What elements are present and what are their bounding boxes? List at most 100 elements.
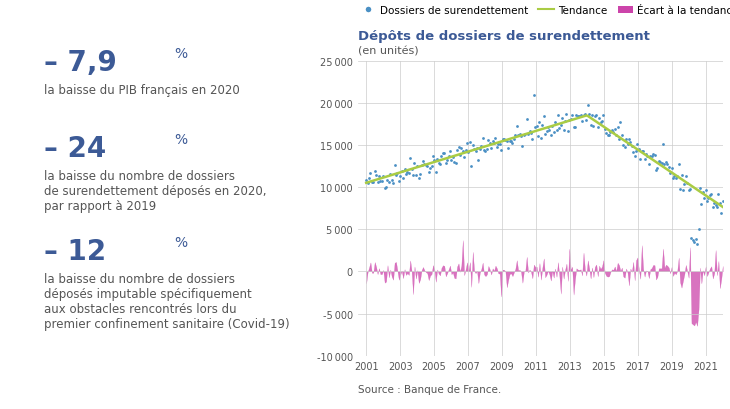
Point [366,180,377,186]
Point [650,167,662,174]
Point [498,137,510,143]
Point [496,137,508,143]
Point [664,171,676,177]
Point [568,124,580,130]
Point [683,188,694,194]
Point [705,191,717,198]
Point [545,133,557,139]
Point [424,165,436,171]
Point [467,143,479,149]
Point [708,200,720,207]
Point [703,195,715,202]
Point [585,122,596,129]
Point [431,157,443,163]
Point [394,173,406,180]
Point [612,125,623,131]
Point [471,146,483,152]
Point [510,132,521,139]
Point [564,117,575,124]
Point [630,148,642,155]
Point [575,112,586,119]
Text: %: % [174,235,188,249]
Point [472,157,484,164]
Point [625,139,637,146]
Point [599,126,611,133]
Point [481,146,493,153]
Point [390,172,402,179]
Point [517,144,529,150]
Text: – 24: – 24 [44,135,106,163]
Point [526,136,538,143]
Point [421,163,433,170]
Point [586,112,598,119]
Point [639,157,650,163]
Point [577,112,589,119]
Point [678,181,690,188]
Point [488,141,500,147]
Point [558,127,569,134]
Point [667,175,679,182]
Point [402,169,413,176]
Point [372,180,383,186]
Point [370,173,382,179]
Point [494,142,506,148]
Point [712,191,724,198]
Point [528,93,539,99]
Point [684,187,696,193]
Point [515,133,527,140]
Point [677,187,689,193]
Point [499,137,511,144]
Point [579,112,591,118]
Point [493,142,504,148]
Text: Dépôts de dossiers de surendettement: Dépôts de dossiers de surendettement [358,30,650,43]
Point [685,235,697,241]
Text: – 7,9: – 7,9 [44,49,116,77]
Point [588,123,599,130]
Point [636,148,648,155]
Point [645,153,656,160]
Point [407,172,419,179]
Point [409,160,420,167]
Point [693,226,704,232]
Point [442,157,453,164]
Point [619,144,631,151]
Text: la baisse du nombre de dossiers
de surendettement déposés en 2020,
par rapport à: la baisse du nombre de dossiers de suren… [44,170,266,213]
Point [583,112,595,118]
Text: %: % [174,47,188,61]
Point [582,102,593,109]
Point [437,151,449,157]
Point [547,123,558,130]
Point [413,175,425,182]
Point [654,159,666,166]
Point [397,175,409,182]
Point [379,186,391,192]
Point [633,146,645,153]
Point [658,162,670,168]
Text: Source : Banque de France.: Source : Banque de France. [358,384,501,394]
Point [427,153,439,160]
Point [520,131,531,138]
Point [673,161,685,167]
Point [656,160,667,166]
Point [620,136,632,143]
Point [696,202,707,208]
Point [707,204,718,211]
Point [598,113,610,119]
Point [461,140,473,147]
Point [539,131,551,138]
Point [480,148,491,155]
Point [704,193,715,199]
Point [660,159,672,166]
Point [522,132,534,138]
Point [508,136,520,142]
Point [501,139,512,145]
Text: (en unités): (en unités) [358,47,418,56]
Point [565,116,577,123]
Point [714,200,726,207]
Point [623,137,635,144]
Point [514,132,526,138]
Point [507,140,518,147]
Text: la baisse du PIB français en 2020: la baisse du PIB français en 2020 [44,84,239,97]
Point [495,148,507,154]
Point [711,204,723,211]
